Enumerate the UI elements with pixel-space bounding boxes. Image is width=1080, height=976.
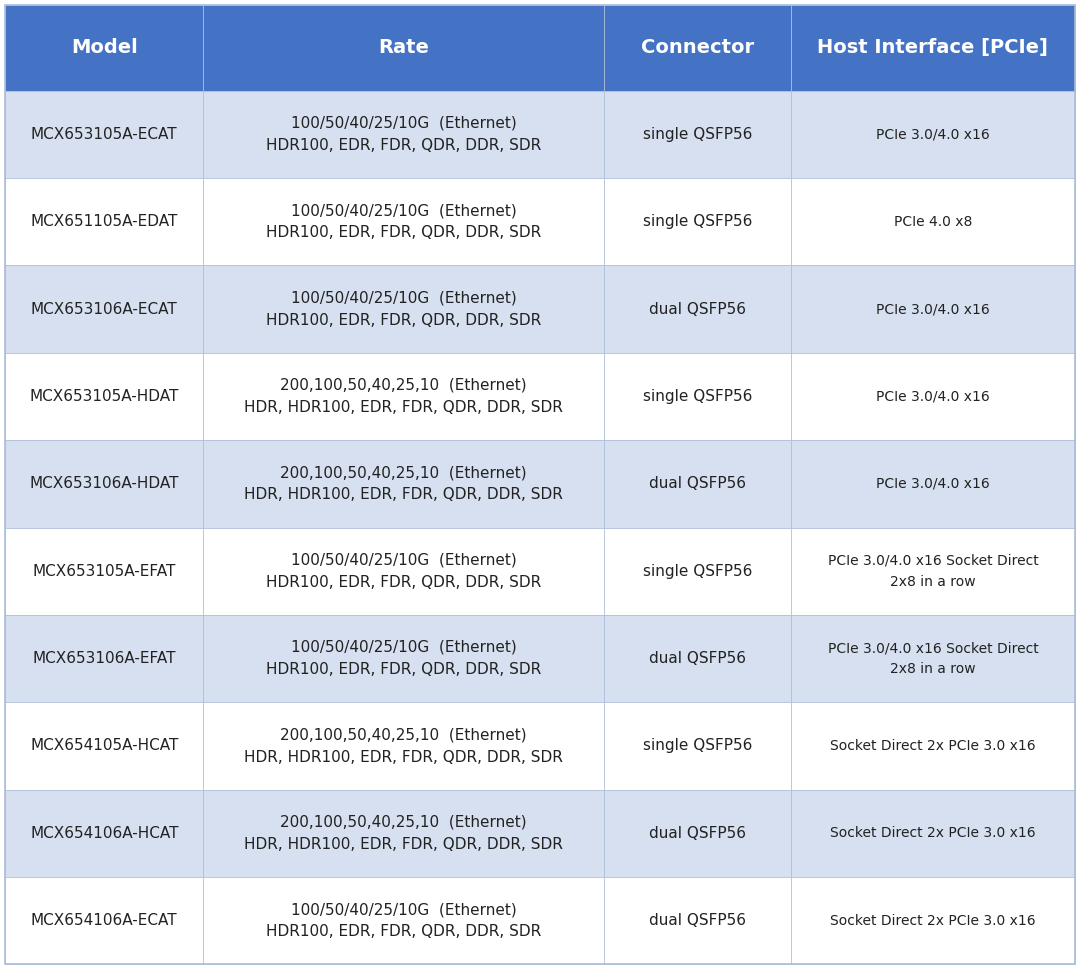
Text: Model: Model [71, 38, 137, 58]
Text: PCIe 3.0/4.0 x16 Socket Direct
2x8 in a row: PCIe 3.0/4.0 x16 Socket Direct 2x8 in a … [827, 554, 1038, 589]
Bar [203, 790, 604, 876]
Bar [5, 178, 203, 265]
Bar [5, 876, 203, 964]
Bar [203, 178, 604, 265]
Bar [604, 527, 792, 615]
Bar [792, 527, 1075, 615]
Bar [203, 352, 604, 440]
Text: 100/50/40/25/10G  (Ethernet)
HDR100, EDR, FDR, QDR, DDR, SDR: 100/50/40/25/10G (Ethernet) HDR100, EDR,… [266, 552, 541, 590]
Text: MCX654106A-HCAT: MCX654106A-HCAT [30, 826, 178, 840]
Bar [792, 615, 1075, 702]
Text: Socket Direct 2x PCIe 3.0 x16: Socket Direct 2x PCIe 3.0 x16 [831, 827, 1036, 840]
Bar [203, 5, 604, 91]
Bar [604, 440, 792, 527]
Text: PCIe 3.0/4.0 x16: PCIe 3.0/4.0 x16 [876, 303, 989, 316]
Text: 100/50/40/25/10G  (Ethernet)
HDR100, EDR, FDR, QDR, DDR, SDR: 100/50/40/25/10G (Ethernet) HDR100, EDR,… [266, 291, 541, 328]
Bar [5, 91, 203, 178]
Bar [5, 5, 203, 91]
Bar [604, 5, 792, 91]
Text: 100/50/40/25/10G  (Ethernet)
HDR100, EDR, FDR, QDR, DDR, SDR: 100/50/40/25/10G (Ethernet) HDR100, EDR,… [266, 640, 541, 677]
Bar [604, 876, 792, 964]
Bar [5, 440, 203, 527]
Bar [203, 265, 604, 353]
Text: 100/50/40/25/10G  (Ethernet)
HDR100, EDR, FDR, QDR, DDR, SDR: 100/50/40/25/10G (Ethernet) HDR100, EDR,… [266, 116, 541, 153]
Bar [792, 265, 1075, 353]
Bar [5, 702, 203, 790]
Bar [203, 91, 604, 178]
Bar [604, 352, 792, 440]
Text: 200,100,50,40,25,10  (Ethernet)
HDR, HDR100, EDR, FDR, QDR, DDR, SDR: 200,100,50,40,25,10 (Ethernet) HDR, HDR1… [244, 466, 563, 503]
Text: 100/50/40/25/10G  (Ethernet)
HDR100, EDR, FDR, QDR, DDR, SDR: 100/50/40/25/10G (Ethernet) HDR100, EDR,… [266, 902, 541, 939]
Text: Rate: Rate [378, 38, 429, 58]
Text: MCX654105A-HCAT: MCX654105A-HCAT [30, 739, 178, 753]
Text: Host Interface [PCIe]: Host Interface [PCIe] [818, 38, 1049, 58]
Text: PCIe 3.0/4.0 x16: PCIe 3.0/4.0 x16 [876, 389, 989, 403]
Bar [5, 265, 203, 353]
Bar [203, 876, 604, 964]
Text: dual QSFP56: dual QSFP56 [649, 651, 746, 666]
Text: MCX651105A-EDAT: MCX651105A-EDAT [30, 215, 178, 229]
Text: PCIe 3.0/4.0 x16 Socket Direct
2x8 in a row: PCIe 3.0/4.0 x16 Socket Direct 2x8 in a … [827, 641, 1038, 675]
Bar [5, 527, 203, 615]
Bar [5, 790, 203, 876]
Bar [604, 91, 792, 178]
Bar [604, 265, 792, 353]
Text: MCX654106A-ECAT: MCX654106A-ECAT [31, 914, 177, 928]
Bar [792, 352, 1075, 440]
Text: MCX653105A-HDAT: MCX653105A-HDAT [29, 389, 179, 404]
Bar [792, 178, 1075, 265]
Text: Connector: Connector [642, 38, 754, 58]
Bar [604, 615, 792, 702]
Bar [5, 352, 203, 440]
Text: 200,100,50,40,25,10  (Ethernet)
HDR, HDR100, EDR, FDR, QDR, DDR, SDR: 200,100,50,40,25,10 (Ethernet) HDR, HDR1… [244, 378, 563, 415]
Bar [203, 527, 604, 615]
Text: dual QSFP56: dual QSFP56 [649, 302, 746, 316]
Text: single QSFP56: single QSFP56 [643, 564, 753, 579]
Bar [203, 615, 604, 702]
Text: single QSFP56: single QSFP56 [643, 389, 753, 404]
Text: single QSFP56: single QSFP56 [643, 127, 753, 142]
Text: Socket Direct 2x PCIe 3.0 x16: Socket Direct 2x PCIe 3.0 x16 [831, 914, 1036, 927]
Text: PCIe 3.0/4.0 x16: PCIe 3.0/4.0 x16 [876, 477, 989, 491]
Text: MCX653105A-EFAT: MCX653105A-EFAT [32, 564, 176, 579]
Text: PCIe 3.0/4.0 x16: PCIe 3.0/4.0 x16 [876, 128, 989, 142]
Text: Socket Direct 2x PCIe 3.0 x16: Socket Direct 2x PCIe 3.0 x16 [831, 739, 1036, 752]
Text: single QSFP56: single QSFP56 [643, 739, 753, 753]
Text: MCX653105A-ECAT: MCX653105A-ECAT [31, 127, 177, 142]
Text: dual QSFP56: dual QSFP56 [649, 476, 746, 491]
Bar [792, 876, 1075, 964]
Text: single QSFP56: single QSFP56 [643, 215, 753, 229]
Bar [604, 178, 792, 265]
Bar [792, 702, 1075, 790]
Bar [5, 615, 203, 702]
Bar [792, 790, 1075, 876]
Bar [203, 702, 604, 790]
Bar [792, 440, 1075, 527]
Text: MCX653106A-ECAT: MCX653106A-ECAT [31, 302, 178, 316]
Text: 200,100,50,40,25,10  (Ethernet)
HDR, HDR100, EDR, FDR, QDR, DDR, SDR: 200,100,50,40,25,10 (Ethernet) HDR, HDR1… [244, 815, 563, 852]
Text: dual QSFP56: dual QSFP56 [649, 914, 746, 928]
Bar [604, 790, 792, 876]
Text: 100/50/40/25/10G  (Ethernet)
HDR100, EDR, FDR, QDR, DDR, SDR: 100/50/40/25/10G (Ethernet) HDR100, EDR,… [266, 203, 541, 240]
Bar [792, 91, 1075, 178]
Text: dual QSFP56: dual QSFP56 [649, 826, 746, 840]
Text: 200,100,50,40,25,10  (Ethernet)
HDR, HDR100, EDR, FDR, QDR, DDR, SDR: 200,100,50,40,25,10 (Ethernet) HDR, HDR1… [244, 727, 563, 764]
Text: MCX653106A-EFAT: MCX653106A-EFAT [32, 651, 176, 666]
Bar [792, 5, 1075, 91]
Bar [203, 440, 604, 527]
Text: MCX653106A-HDAT: MCX653106A-HDAT [29, 476, 179, 491]
Text: PCIe 4.0 x8: PCIe 4.0 x8 [894, 215, 972, 228]
Bar [604, 702, 792, 790]
